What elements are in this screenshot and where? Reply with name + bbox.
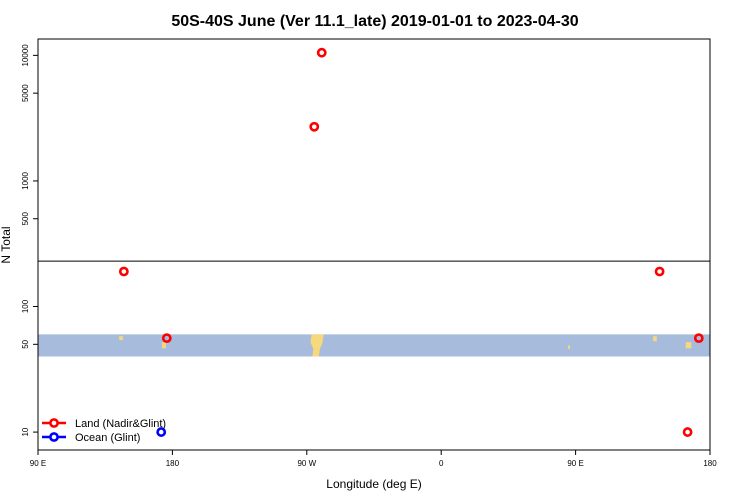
y-tick-label: 1000 (21, 171, 30, 189)
data-points-layer (118, 47, 704, 437)
legend-marker (49, 432, 59, 442)
y-tick-label: 10 (21, 427, 30, 436)
x-tick-label: 180 (703, 459, 717, 468)
land-patch (685, 342, 692, 349)
data-point (156, 427, 167, 437)
x-tick-label: 90 E (30, 459, 46, 468)
x-axis-label: Longitude (deg E) (326, 477, 421, 491)
x-tick-label: 90 W (297, 459, 316, 468)
land-mask-layer (119, 334, 692, 357)
chart-title: 50S-40S June (Ver 11.1_late) 2019-01-01 … (171, 13, 578, 30)
x-axis: 90 E 180 90 W 0 90 E 180 (30, 450, 717, 468)
data-point (309, 121, 320, 132)
land-patch (310, 334, 324, 357)
latitude-band-layer (38, 334, 710, 357)
y-tick-label: 5000 (21, 84, 30, 102)
legend-marker (49, 418, 59, 428)
land-patch (119, 336, 123, 341)
data-point (118, 266, 129, 277)
data-point (682, 427, 693, 437)
y-tick-label: 10000 (21, 44, 30, 67)
data-point (654, 266, 665, 277)
y-tick-label: 100 (21, 299, 30, 313)
y-axis-label: N Total (0, 226, 13, 263)
latitude-band (38, 334, 710, 357)
x-tick-label: 90 E (567, 459, 583, 468)
data-point (316, 47, 327, 58)
x-tick-label: 0 (439, 459, 444, 468)
y-tick-label: 50 (21, 339, 30, 348)
legend-label: Land (Nadir&Glint) (75, 418, 166, 430)
land-patch (568, 345, 570, 349)
data-point (693, 333, 704, 344)
plot-frame (37, 38, 711, 451)
y-axis: 10 50 100 500 1000 5000 10000 (21, 44, 38, 437)
land-patch (653, 336, 657, 342)
legend: Land (Nadir&Glint) Ocean (Glint) (42, 418, 166, 444)
legend-label: Ocean (Glint) (75, 432, 140, 444)
x-tick-label: 180 (166, 459, 180, 468)
y-tick-label: 500 (21, 212, 30, 226)
data-point (161, 333, 172, 344)
land-patch (162, 342, 166, 349)
